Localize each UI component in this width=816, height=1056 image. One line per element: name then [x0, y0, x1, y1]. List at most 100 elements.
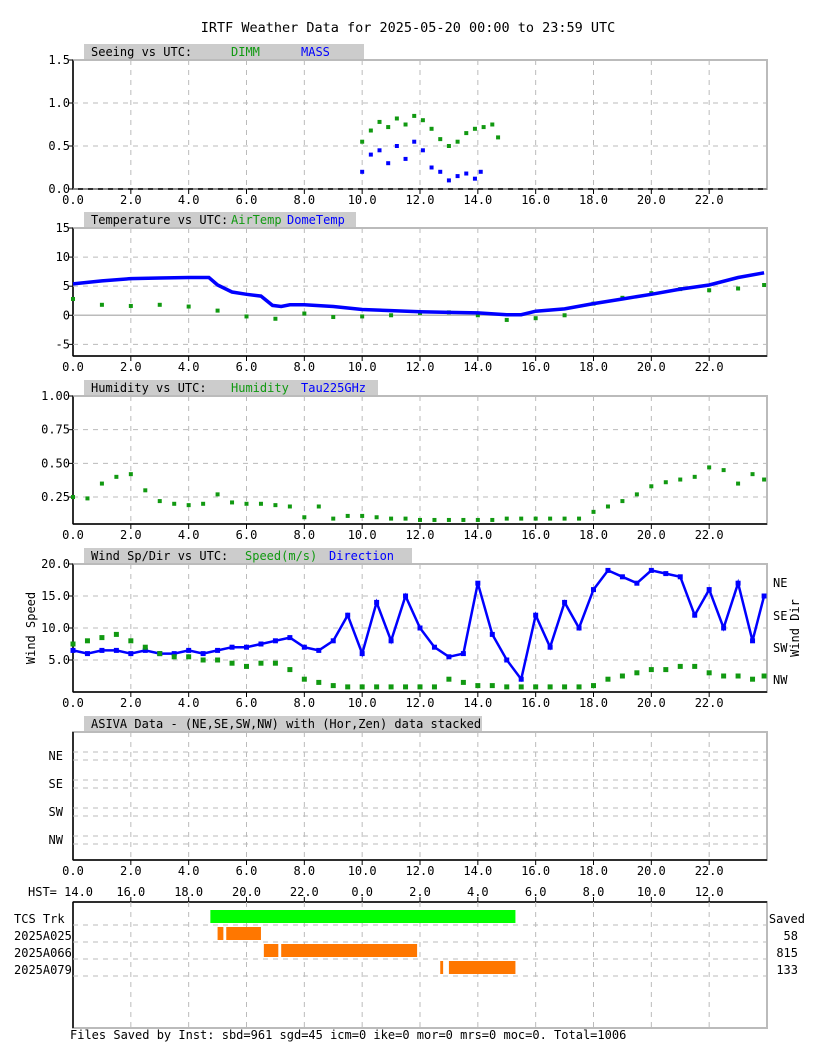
- ytick-label: 5: [63, 279, 70, 293]
- panel-header-label: ASIVA Data - (NE,SE,SW,NW) with (Hor,Zen…: [91, 717, 481, 731]
- panel-header: Seeing vs UTC:: [84, 44, 364, 59]
- schedule-row-label: 2025A066: [14, 946, 72, 960]
- wind-direction-point: [417, 625, 423, 631]
- wind-xtick-label: 6.0: [236, 696, 258, 710]
- seeing-mass-point: [478, 169, 483, 174]
- wind-direction-point: [533, 612, 539, 618]
- seeing-xtick-label: 6.0: [236, 193, 258, 207]
- wind-dir-axis-label: Wind Dir: [788, 599, 802, 657]
- schedule-bar: [448, 961, 516, 974]
- wind-xtick-label: 2.0: [120, 696, 142, 710]
- seeing-mass-point: [368, 152, 373, 157]
- wind-direction-point: [272, 638, 278, 644]
- seeing-xtick-label: 16.0: [521, 193, 550, 207]
- wind-direction-point: [229, 644, 235, 650]
- airtemp-point: [533, 316, 538, 321]
- humidity-point: [403, 516, 408, 521]
- panel-header-bg: [84, 212, 356, 227]
- humidity-point: [692, 474, 697, 479]
- humidity-point: [432, 517, 437, 522]
- wind-xtick-label: 8.0: [293, 696, 315, 710]
- wind-direction-point: [431, 644, 437, 650]
- legend-entry: Direction: [329, 549, 394, 563]
- humidity-xtick-label: 4.0: [178, 528, 200, 542]
- wind-speed-point: [591, 683, 596, 689]
- wind-direction-point: [562, 599, 568, 605]
- legend-entry: MASS: [301, 45, 330, 59]
- wind-direction-point: [721, 625, 727, 631]
- humidity-point: [577, 516, 582, 521]
- humidity-xtick-label: 14.0: [463, 528, 492, 542]
- wind-direction-point: [374, 599, 380, 605]
- seeing-xtick-label: 10.0: [348, 193, 377, 207]
- humidity-point: [71, 495, 75, 500]
- seeing-mass-point: [429, 165, 434, 170]
- ytick-label: -5: [56, 337, 70, 351]
- wind-direction-point: [489, 631, 495, 637]
- hst-tick-label: HST= 14.0: [28, 885, 93, 899]
- wind-speed-point: [215, 657, 221, 663]
- panel-header: Temperature vs UTC:: [84, 212, 356, 227]
- wind-speed-point: [171, 654, 177, 660]
- wind-direction-trace: [72, 568, 766, 683]
- humidity-point: [99, 481, 104, 486]
- wind-speed-point: [330, 683, 336, 689]
- wind-direction-point: [128, 651, 134, 657]
- airtemp-point: [707, 288, 712, 293]
- humidity-xtick-label: 0.0: [62, 528, 84, 542]
- humidity-point: [475, 517, 480, 522]
- wind-direction-point: [475, 580, 481, 586]
- wind-direction-point: [215, 647, 221, 653]
- seeing-mass-point: [412, 139, 417, 144]
- ytick-label: 0.25: [41, 490, 70, 504]
- humidity-point: [287, 504, 292, 509]
- seeing-dimm-point: [438, 137, 443, 142]
- wind-speed-point: [576, 684, 582, 690]
- wind-speed-point: [287, 667, 293, 673]
- seeing-mass-point: [438, 169, 443, 174]
- asiva-xtick-label: 12.0: [406, 864, 435, 878]
- wind-direction-point: [388, 638, 394, 644]
- wind-dir-tick-label: NW: [773, 673, 788, 687]
- humidity-xtick-label: 22.0: [695, 528, 724, 542]
- humidity-point: [186, 503, 191, 508]
- temperature-xtick-label: 16.0: [521, 360, 550, 374]
- seeing-xtick-label: 2.0: [120, 193, 142, 207]
- seeing-dimm-point: [412, 113, 417, 118]
- legend-entry: DIMM: [231, 45, 260, 59]
- humidity-point: [605, 504, 610, 509]
- schedule-bar: [217, 927, 224, 940]
- panel-header: Humidity vs UTC:: [84, 380, 378, 395]
- schedule-row-label: 2025A079: [14, 963, 72, 977]
- temperature-xtick-label: 10.0: [348, 360, 377, 374]
- asiva-xtick-label: 20.0: [637, 864, 666, 878]
- humidity-point: [446, 517, 451, 522]
- airtemp-point: [99, 302, 104, 307]
- wind-direction-point: [171, 651, 177, 657]
- hst-tick-label: 10.0: [637, 885, 666, 899]
- humidity-xtick-label: 18.0: [579, 528, 608, 542]
- asiva-xtick-label: 10.0: [348, 864, 377, 878]
- humidity-point: [114, 474, 119, 479]
- wind-direction-point: [142, 647, 148, 653]
- humidity-xtick-label: 2.0: [120, 528, 142, 542]
- seeing-dimm-point: [481, 125, 486, 130]
- wind-speed-point: [446, 676, 452, 682]
- panel-header-bg: [84, 716, 482, 731]
- wind-direction-point: [605, 567, 611, 573]
- ytick-label: 0: [63, 308, 70, 322]
- wind-speed-point: [677, 663, 683, 669]
- schedule-row-saved: 58: [784, 929, 798, 943]
- humidity-point: [461, 517, 466, 522]
- wind-speed-point: [475, 683, 481, 689]
- humidity-point: [85, 496, 90, 501]
- wind-speed-point: [142, 644, 148, 650]
- seeing-xtick-label: 20.0: [637, 193, 666, 207]
- airtemp-point: [360, 314, 365, 319]
- saved-header: Saved: [769, 912, 805, 926]
- wind-direction-point: [330, 638, 336, 644]
- seeing-mass-point: [377, 148, 382, 153]
- humidity-point: [634, 492, 639, 497]
- seeing-mass-point: [446, 178, 451, 183]
